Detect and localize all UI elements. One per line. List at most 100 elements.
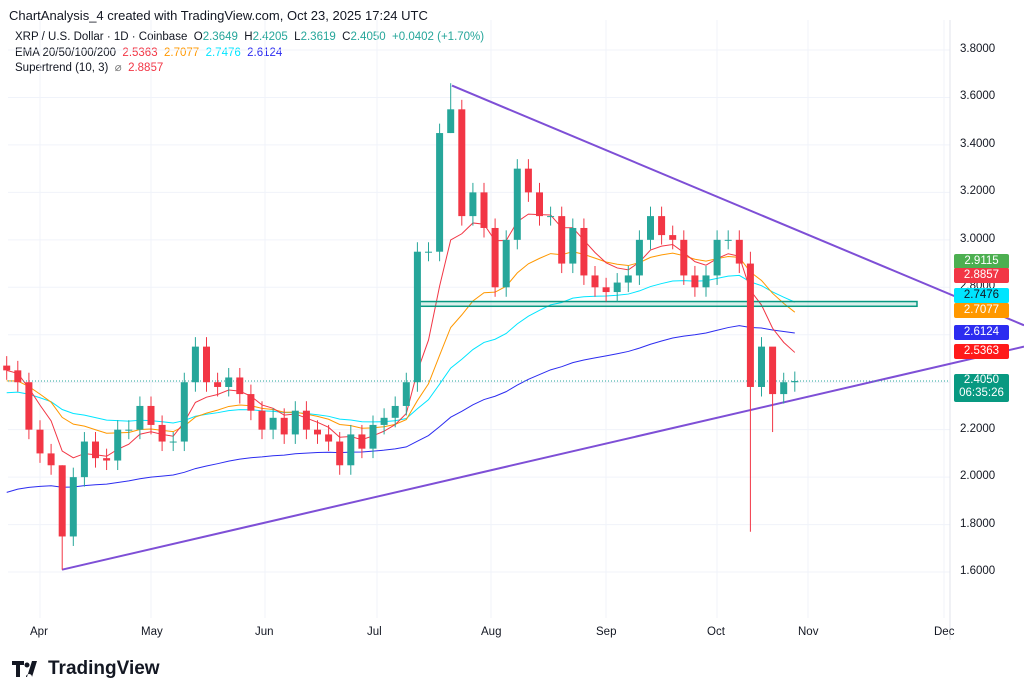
candle: [724, 239, 732, 241]
x-tick-label: May: [141, 626, 163, 638]
candle: [580, 227, 588, 276]
candle: [758, 346, 765, 387]
candle: [402, 382, 410, 406]
candle: [158, 424, 166, 442]
candle: [36, 429, 44, 454]
candle: [735, 239, 743, 264]
candle: [791, 381, 799, 383]
y-tick-label: 3.0000: [960, 232, 996, 245]
candle: [236, 377, 244, 395]
y-tick-label: 1.6000: [960, 565, 996, 578]
candle: [169, 441, 177, 443]
x-tick-label: Nov: [798, 626, 819, 638]
candle: [447, 109, 455, 134]
candle: [602, 287, 610, 293]
ema50-line: [6, 251, 796, 434]
candle: [436, 133, 444, 252]
ema100-line: [6, 274, 796, 424]
candle: [369, 424, 377, 449]
y-tick-label: 3.8000: [960, 43, 996, 55]
candle: [314, 429, 321, 435]
candle: [780, 382, 788, 395]
x-tick-label: Aug: [481, 626, 502, 638]
candle: [380, 417, 388, 425]
candle: [469, 192, 477, 217]
candle: [635, 239, 643, 276]
candle: [203, 346, 210, 383]
x-tick-label: Jun: [255, 626, 274, 638]
candle: [547, 216, 555, 218]
candle: [347, 434, 355, 466]
candle: [647, 216, 654, 240]
y-tick-label: 3.6000: [960, 90, 996, 103]
candle: [536, 192, 543, 217]
price-tag: 2.8857: [954, 268, 1009, 283]
candle: [413, 251, 421, 383]
supertrend-legend[interactable]: Supertrend (10, 3) ⌀ 2.8857: [15, 62, 164, 74]
candle: [114, 429, 122, 461]
candle: [136, 405, 144, 430]
bar-countdown: 06:35:26: [959, 387, 1004, 399]
x-tick-label: Oct: [707, 626, 725, 638]
candle: [558, 216, 566, 264]
price-tag: 2.9115: [954, 254, 1009, 269]
candle: [391, 405, 399, 418]
candle: [291, 410, 299, 435]
candle: [191, 346, 199, 383]
x-tick-label: Dec: [934, 626, 955, 638]
candle: [269, 417, 277, 430]
candle: [358, 434, 366, 449]
candle: [336, 441, 344, 466]
support-zone: [419, 300, 918, 308]
candle: [680, 239, 688, 276]
candle: [480, 192, 488, 228]
candle: [491, 227, 499, 288]
candle: [258, 410, 266, 430]
price-tag: 2.6124: [954, 325, 1009, 340]
y-tick-label: 2.2000: [960, 422, 996, 435]
y-tick-label: 3.4000: [960, 137, 996, 150]
candle: [613, 282, 621, 293]
candle: [214, 382, 222, 387]
candle: [669, 235, 677, 240]
chart-credit: ChartAnalysis_4 created with TradingView…: [9, 8, 428, 23]
candle: [280, 417, 288, 435]
candle: [69, 477, 77, 537]
ema20-line: [6, 213, 796, 459]
candle: [502, 239, 510, 288]
y-tick-label: 1.8000: [960, 517, 996, 530]
candle: [47, 453, 55, 466]
ascending-trendline: [61, 345, 1024, 571]
candle: [14, 370, 22, 383]
x-tick-label: Jul: [367, 626, 382, 638]
candle: [746, 263, 754, 387]
descending-trendline: [451, 84, 1024, 327]
candle: [103, 458, 111, 461]
candle: [247, 394, 255, 411]
candle: [58, 465, 66, 537]
y-tick-label: 2.0000: [960, 470, 996, 483]
price-tag: 2.5363: [954, 344, 1009, 359]
candle: [92, 441, 99, 459]
candle: [302, 410, 310, 430]
tv-logo-icon: [12, 661, 37, 677]
tradingview-logo: TradingView: [12, 658, 160, 680]
candle: [80, 441, 88, 478]
candle: [524, 168, 532, 193]
candle: [591, 275, 599, 288]
candle: [624, 275, 632, 283]
candle: [702, 275, 710, 288]
candle: [125, 429, 133, 431]
x-tick-label: Sep: [596, 626, 617, 638]
candle: [225, 377, 233, 387]
price-tag: 2.7476: [954, 288, 1009, 303]
candle: [425, 251, 432, 253]
candle: [513, 168, 521, 240]
candle: [180, 382, 188, 442]
candle: [3, 365, 11, 371]
ema200-line: [6, 325, 795, 493]
candle: [25, 382, 33, 430]
x-tick-label: Apr: [30, 626, 48, 638]
hidden-icon: ⌀: [114, 62, 122, 74]
